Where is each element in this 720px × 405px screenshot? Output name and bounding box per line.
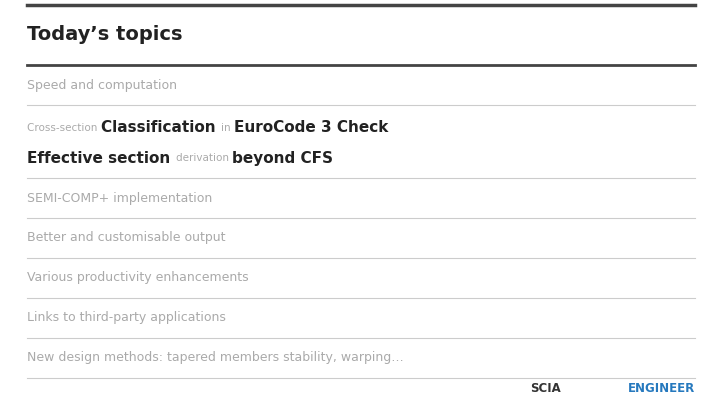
Text: SEMI-COMP+ implementation: SEMI-COMP+ implementation bbox=[27, 192, 212, 205]
Text: Today’s topics: Today’s topics bbox=[27, 26, 183, 45]
Text: Speed and computation: Speed and computation bbox=[27, 79, 177, 92]
Text: beyond CFS: beyond CFS bbox=[232, 151, 333, 166]
Text: derivation: derivation bbox=[176, 153, 232, 163]
Text: Cross-section: Cross-section bbox=[27, 123, 101, 133]
Text: ENGINEER: ENGINEER bbox=[628, 382, 695, 394]
Text: Better and customisable output: Better and customisable output bbox=[27, 232, 226, 245]
Text: Various productivity enhancements: Various productivity enhancements bbox=[27, 271, 249, 284]
Text: EuroCode 3 Check: EuroCode 3 Check bbox=[234, 121, 388, 136]
Text: Classification: Classification bbox=[101, 121, 221, 136]
Text: Effective section: Effective section bbox=[27, 151, 176, 166]
Text: Links to third-party applications: Links to third-party applications bbox=[27, 311, 226, 324]
Text: New design methods: tapered members stability, warping…: New design methods: tapered members stab… bbox=[27, 352, 404, 365]
Text: in: in bbox=[221, 123, 234, 133]
Text: SCIA: SCIA bbox=[531, 382, 561, 394]
